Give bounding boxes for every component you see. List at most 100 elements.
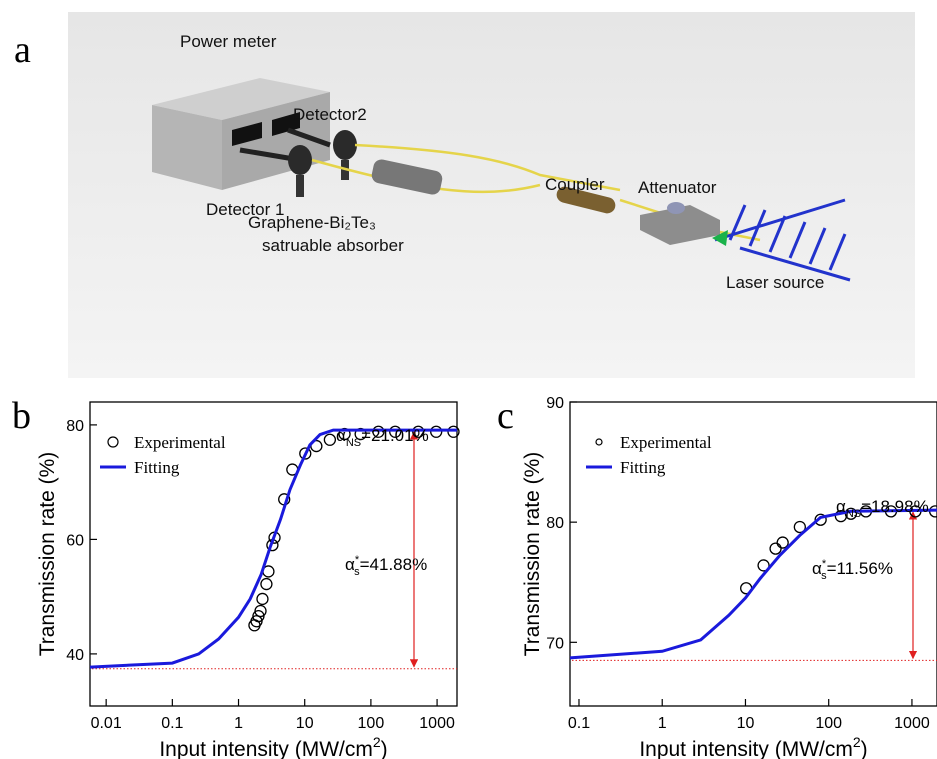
laser-source <box>714 198 851 282</box>
annotation: α* s=11.56% <box>812 558 893 582</box>
annotation-part: s <box>354 566 360 578</box>
data-point <box>793 520 806 534</box>
data-point <box>776 536 789 549</box>
y-tick-label: 90 <box>546 395 564 412</box>
annotation: αNS=21.01% <box>336 426 429 449</box>
diagram-label: Attenuator <box>638 178 717 197</box>
y-tick-label: 40 <box>66 647 84 664</box>
panel-label: a <box>14 29 31 71</box>
beam-arrow <box>712 230 728 246</box>
setup-illustration: Power meter Detector2 Detector 1 Graphen… <box>68 12 915 378</box>
y-tick-label: 80 <box>66 418 84 435</box>
data-point <box>354 427 367 441</box>
data-point <box>256 592 269 606</box>
render-background <box>68 12 915 378</box>
annotation-part: α <box>836 497 846 516</box>
x-tick-label: 100 <box>815 715 842 732</box>
absorber-holder <box>371 159 443 195</box>
x-tick-label: 10 <box>737 715 755 732</box>
annotation-part: NS <box>846 508 861 520</box>
cable <box>287 127 331 148</box>
power-meter-side <box>152 105 222 190</box>
power-meter-port <box>232 122 262 146</box>
annotation-part: α <box>345 555 355 574</box>
x-tick-label: 0.1 <box>568 715 590 732</box>
x-axis-title-part: ) <box>381 738 388 759</box>
diagram-label: Graphene-Bi₂Te₃ <box>248 213 376 232</box>
coupler-body <box>556 186 616 214</box>
y-tick-label: 60 <box>66 532 84 549</box>
data-point <box>372 425 385 438</box>
diagram-label: Detector 1 <box>206 200 284 219</box>
annotation-part: α <box>336 426 346 445</box>
x-tick-label: 1 <box>658 715 667 732</box>
data-point <box>254 604 267 618</box>
x-tick-label: 10 <box>296 715 314 732</box>
plot-frame <box>89 401 458 707</box>
x-axis-title-part: Input intensity (MW/cm <box>639 738 853 759</box>
legend-swatch <box>107 436 119 448</box>
x-axis-title-part: ) <box>861 738 868 759</box>
y-tick-label: 70 <box>546 635 564 652</box>
detector <box>333 130 357 160</box>
plot-frame <box>569 401 937 707</box>
y-tick-label: 80 <box>546 515 564 532</box>
legend-label: Fitting <box>134 458 180 477</box>
detector-post <box>296 175 304 197</box>
attenuator-knob <box>667 202 685 214</box>
data-point <box>814 513 827 526</box>
diagram-label: Laser source <box>726 273 824 292</box>
annotation-part: * <box>822 558 827 570</box>
power-meter-top <box>152 78 330 120</box>
legend-label: Fitting <box>620 458 666 477</box>
annotation: α* s=41.88% <box>345 554 427 578</box>
x-tick-label: 1000 <box>894 715 930 732</box>
diagram-label: Detector2 <box>293 105 367 124</box>
annotation: αNS=18.98% <box>836 497 929 520</box>
annotation-part: =21.01% <box>361 426 429 445</box>
fit-line <box>89 428 457 669</box>
detector <box>288 145 312 175</box>
annotation-part: =11.56% <box>827 559 893 578</box>
annotation-part: NS <box>346 437 361 449</box>
legend-label: Experimental <box>620 433 712 452</box>
x-tick-label: 1 <box>234 715 243 732</box>
legend-swatch <box>595 438 603 446</box>
x-axis-title-part: 2 <box>373 734 381 750</box>
x-axis-title: Input intensity (MW/cm2) <box>159 734 387 759</box>
attenuator-body <box>640 205 720 245</box>
annotation-part: =18.98% <box>861 497 929 516</box>
data-point <box>260 577 273 591</box>
panel-label: c <box>497 395 514 437</box>
fit-line <box>569 508 937 660</box>
x-tick-label: 0.01 <box>91 715 122 732</box>
data-point <box>430 425 443 438</box>
annotation-part: s <box>821 570 827 582</box>
annotation-part: =41.88% <box>360 555 428 574</box>
x-axis-title: Input intensity (MW/cm2) <box>639 734 867 759</box>
data-point <box>338 427 351 441</box>
diagram-label: Coupler <box>545 175 605 194</box>
data-point <box>252 609 265 623</box>
diagram-label: satruable absorber <box>262 236 404 255</box>
x-tick-label: 1000 <box>419 715 455 732</box>
x-axis-title-part: Input intensity (MW/cm <box>159 738 373 759</box>
fiber <box>311 143 621 194</box>
y-axis-title: Transmission rate (%) <box>36 452 59 657</box>
panel-label: b <box>12 395 31 437</box>
data-point <box>299 447 312 460</box>
data-point <box>447 425 460 438</box>
x-axis-title-part: 2 <box>853 734 861 750</box>
data-point <box>769 542 782 555</box>
x-tick-label: 100 <box>358 715 385 732</box>
data-point <box>323 433 337 446</box>
data-point <box>757 559 770 572</box>
data-point <box>412 425 425 438</box>
annotation-part: * <box>355 554 360 566</box>
annotation-part: α <box>812 559 822 578</box>
diagram-label: Power meter <box>180 32 277 51</box>
y-axis-title: Transmission rate (%) <box>521 452 544 657</box>
data-point <box>389 425 402 438</box>
x-tick-label: 0.1 <box>161 715 183 732</box>
